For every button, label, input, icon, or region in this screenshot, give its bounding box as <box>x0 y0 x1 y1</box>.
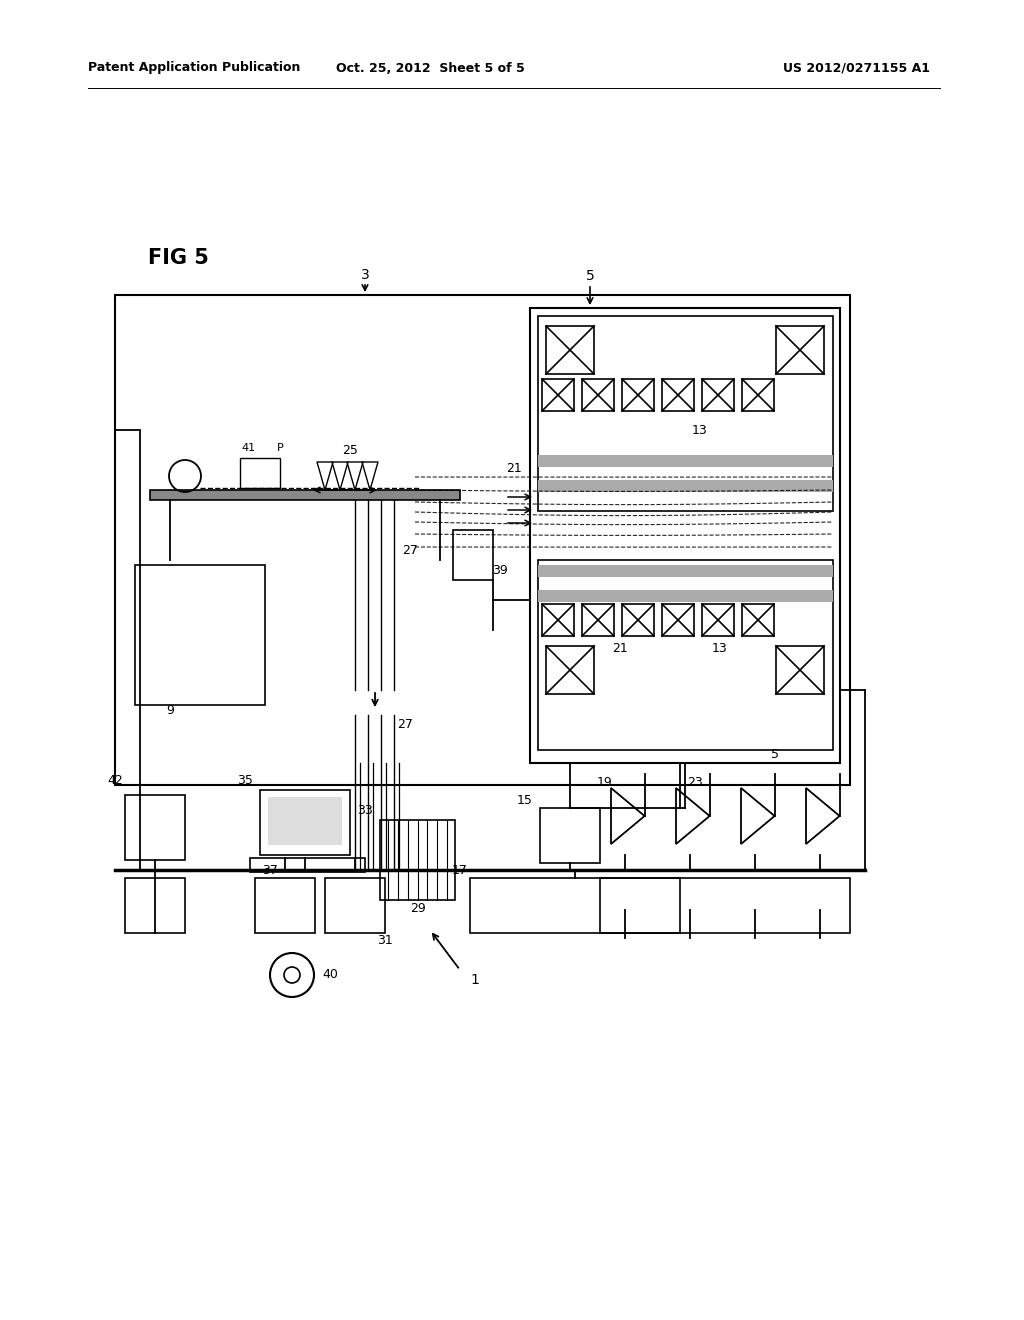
Text: 3: 3 <box>360 268 370 282</box>
Text: 5: 5 <box>771 748 779 762</box>
Bar <box>776 326 824 374</box>
Text: 19: 19 <box>597 776 613 789</box>
Text: 35: 35 <box>238 774 253 787</box>
Bar <box>582 379 614 411</box>
Text: 31: 31 <box>377 933 393 946</box>
Bar <box>125 878 185 933</box>
Bar <box>742 605 774 636</box>
Bar <box>538 590 833 602</box>
Bar <box>702 605 734 636</box>
Bar <box>250 858 365 873</box>
Text: FIG 5: FIG 5 <box>148 248 209 268</box>
Text: 41: 41 <box>241 444 255 453</box>
Bar <box>540 808 600 863</box>
Text: Patent Application Publication: Patent Application Publication <box>88 62 300 74</box>
Bar <box>622 605 654 636</box>
Bar <box>538 455 833 467</box>
Text: 17: 17 <box>452 863 468 876</box>
Text: 37: 37 <box>262 863 278 876</box>
Text: P: P <box>276 444 284 453</box>
Bar <box>742 379 774 411</box>
Text: Oct. 25, 2012  Sheet 5 of 5: Oct. 25, 2012 Sheet 5 of 5 <box>336 62 524 74</box>
Bar <box>453 531 493 579</box>
Text: 25: 25 <box>342 444 358 457</box>
Bar <box>542 605 574 636</box>
Bar <box>260 789 350 855</box>
Bar <box>115 430 140 785</box>
Bar <box>325 878 385 933</box>
Text: 13: 13 <box>712 642 728 655</box>
Bar <box>546 326 594 374</box>
Bar <box>538 315 833 511</box>
Bar <box>125 795 185 861</box>
Text: 27: 27 <box>397 718 413 731</box>
Bar <box>702 379 734 411</box>
Text: 33: 33 <box>357 804 373 817</box>
Bar <box>530 308 840 763</box>
Bar <box>538 480 833 492</box>
Bar <box>268 797 342 845</box>
Text: 42: 42 <box>108 774 123 787</box>
Text: 5: 5 <box>586 269 594 282</box>
Bar <box>380 820 455 900</box>
Bar <box>135 565 265 705</box>
Bar <box>470 878 680 933</box>
Bar <box>538 560 833 750</box>
Text: 21: 21 <box>506 462 522 474</box>
Bar <box>662 605 694 636</box>
Text: 15: 15 <box>517 793 532 807</box>
Text: 9: 9 <box>166 704 174 717</box>
Bar <box>255 878 315 933</box>
Bar <box>538 565 833 577</box>
Bar <box>115 294 850 785</box>
Bar <box>622 379 654 411</box>
Text: 40: 40 <box>323 969 338 982</box>
Text: 27: 27 <box>402 544 418 557</box>
Text: 13: 13 <box>692 424 708 437</box>
Text: 39: 39 <box>493 564 508 577</box>
Bar <box>546 645 594 694</box>
Bar <box>582 605 614 636</box>
Bar <box>150 490 460 500</box>
Text: 1: 1 <box>471 973 479 987</box>
Text: 23: 23 <box>687 776 702 789</box>
Bar <box>542 379 574 411</box>
Bar <box>662 379 694 411</box>
Text: 29: 29 <box>411 902 426 915</box>
Text: 21: 21 <box>612 642 628 655</box>
Bar <box>600 878 850 933</box>
Text: US 2012/0271155 A1: US 2012/0271155 A1 <box>783 62 930 74</box>
Bar <box>240 458 280 488</box>
Bar <box>776 645 824 694</box>
